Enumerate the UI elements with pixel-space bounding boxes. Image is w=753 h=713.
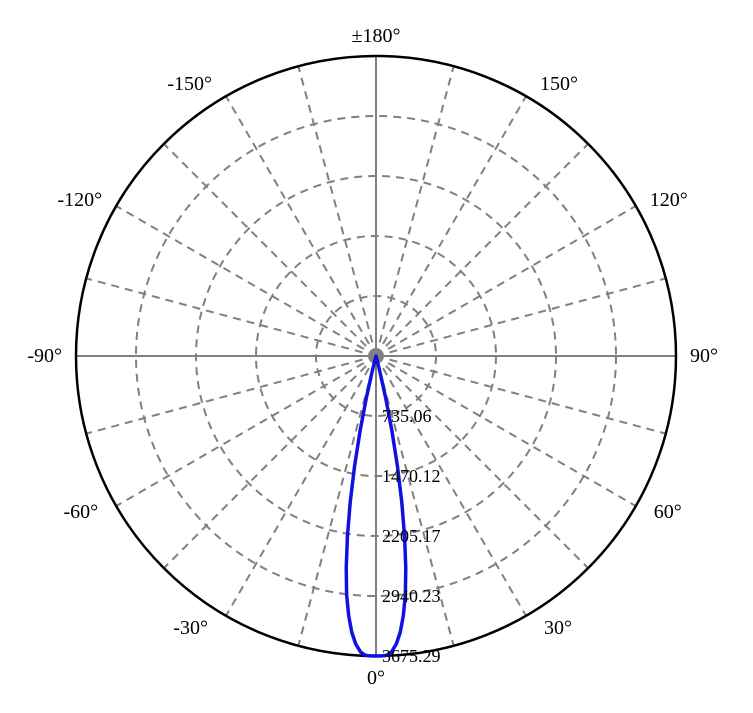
grid-spoke [226,96,376,356]
angle-label: 150° [540,73,578,95]
grid-spoke [376,66,454,356]
radial-tick-label: 1470.12 [382,466,441,486]
angle-label: 30° [544,617,572,639]
grid-spoke [116,356,376,506]
grid-spoke [376,144,588,356]
angle-label: 60° [654,501,682,523]
grid-spoke [86,356,376,434]
grid-spoke [164,356,376,568]
angle-label: 120° [650,189,688,211]
angle-label: -120° [58,189,103,211]
grid-spoke [376,278,666,356]
angle-label: -150° [167,73,212,95]
radial-tick-label: 2205.17 [382,526,441,546]
radial-tick-label: 3675.29 [382,646,441,666]
grid-spoke [298,66,376,356]
grid-spoke [376,96,526,356]
polar-chart: 735.06 1470.12 2205.17 2940.23 3675.29 0° 30°… [0,0,753,713]
angle-label: -60° [64,501,99,523]
radial-tick-label: 2940.23 [382,586,441,606]
grid-spoke [376,206,636,356]
radial-tick-labels: 735.06 1470.12 2205.17 2940.23 3675.29 [382,406,441,666]
grid-spoke [164,144,376,356]
angle-label: ±180° [352,25,401,47]
grid-spoke [86,278,376,356]
angle-label: 0° [367,667,385,689]
grid-spoke [116,206,376,356]
radial-tick-label: 735.06 [382,406,432,426]
angle-label: -90° [27,345,62,367]
angle-label: 90° [690,345,718,367]
angle-label: -30° [173,617,208,639]
